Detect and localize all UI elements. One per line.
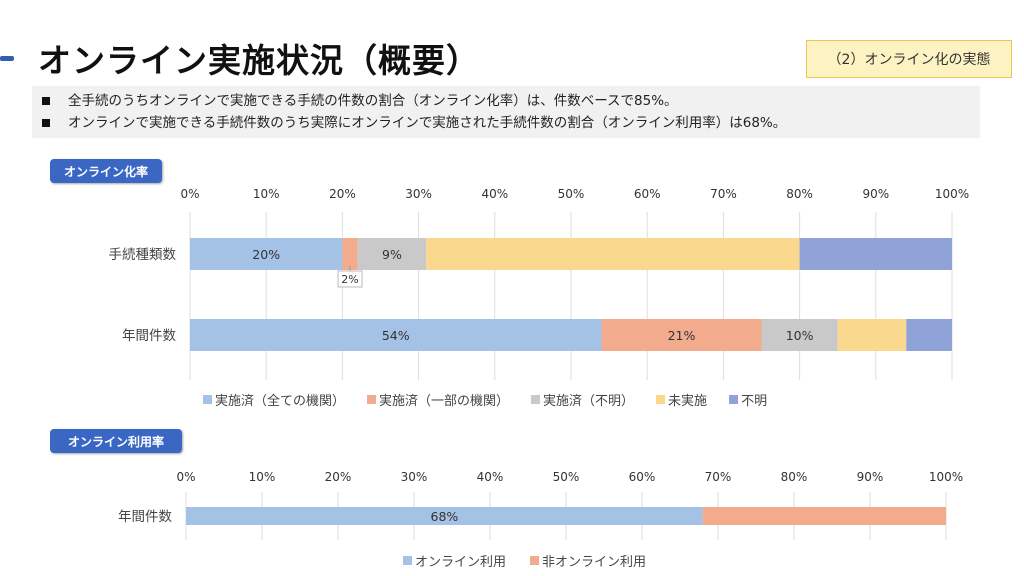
legend-label: 実施済（全ての機関） bbox=[215, 393, 345, 409]
legend-label: 不明 bbox=[741, 394, 767, 409]
x-tick-label: 0% bbox=[176, 470, 195, 484]
bar-segment bbox=[799, 238, 952, 270]
x-tick-label: 80% bbox=[781, 470, 808, 484]
summary-line: オンラインで実施できる手続件数のうち実際にオンラインで実施された手続件数の割合（… bbox=[42, 112, 980, 134]
bar-segment bbox=[906, 319, 952, 351]
legend-swatch bbox=[530, 556, 540, 565]
x-tick-label: 50% bbox=[553, 470, 580, 484]
page-title: オンライン実施状況（概要） bbox=[38, 41, 480, 80]
category-label: 年間件数 bbox=[118, 509, 172, 525]
summary-text: 全手続のうちオンラインで実施できる手続の件数の割合（オンライン化率）は、件数ベー… bbox=[68, 93, 678, 109]
x-tick-label: 90% bbox=[862, 187, 889, 201]
bar-segment bbox=[342, 238, 358, 270]
x-tick-label: 60% bbox=[634, 187, 661, 201]
title-accent-bar bbox=[0, 56, 14, 61]
data-label: 54% bbox=[382, 328, 410, 343]
bar-segment bbox=[837, 319, 907, 351]
x-tick-label: 20% bbox=[325, 470, 352, 484]
x-tick-label: 0% bbox=[180, 187, 199, 201]
data-label: 10% bbox=[786, 328, 814, 343]
data-label: 20% bbox=[252, 247, 280, 262]
data-label: 68% bbox=[431, 509, 459, 524]
x-tick-label: 60% bbox=[629, 470, 656, 484]
legend-swatch bbox=[656, 395, 666, 404]
x-tick-label: 10% bbox=[253, 187, 280, 201]
bar-segment bbox=[601, 319, 762, 351]
legend-swatch bbox=[367, 395, 377, 404]
x-tick-label: 40% bbox=[477, 470, 504, 484]
legend-swatch bbox=[531, 395, 541, 404]
data-label: 9% bbox=[382, 247, 402, 262]
x-tick-label: 80% bbox=[786, 187, 813, 201]
online-usage-chart-label: オンライン利用率 bbox=[50, 429, 182, 453]
summary-line: 全手続のうちオンラインで実施できる手続の件数の割合（オンライン化率）は、件数ベー… bbox=[42, 90, 980, 112]
online-usage-chart: 0% 10% 20% 30% 40% 50% 60% 70% 80% 90% 100% 年間件数 68%… bbox=[118, 470, 963, 570]
category-label: 手続種類数 bbox=[109, 247, 177, 263]
bar-segment bbox=[702, 507, 946, 525]
bar-segment bbox=[186, 507, 703, 525]
x-tick-label: 20% bbox=[329, 187, 356, 201]
bar-segment bbox=[357, 238, 427, 270]
x-tick-label: 30% bbox=[405, 187, 432, 201]
x-tick-label: 30% bbox=[401, 470, 428, 484]
x-tick-label: 70% bbox=[705, 470, 732, 484]
x-tick-label: 100% bbox=[929, 470, 963, 484]
x-tick-label: 50% bbox=[558, 187, 585, 201]
data-label: 2% bbox=[341, 273, 358, 286]
category-label: 年間件数 bbox=[122, 328, 176, 344]
online-rate-chart: 0% 10% 20% 30% 40% 50% 60% 70% 80% 90% 100% 手続種類数 20… bbox=[109, 187, 970, 409]
bar-segment bbox=[761, 319, 838, 351]
legend-label: 非オンライン利用 bbox=[542, 555, 646, 570]
legend-label: 未実施 bbox=[668, 393, 707, 409]
summary-text: オンラインで実施できる手続件数のうち実際にオンラインで実施された手続件数の割合（… bbox=[68, 115, 787, 131]
legend-label: 実施済（一部の機関） bbox=[379, 393, 509, 409]
summary-box: 全手続のうちオンラインで実施できる手続の件数の割合（オンライン化率）は、件数ベー… bbox=[32, 86, 980, 138]
online-rate-chart-label: オンライン化率 bbox=[50, 159, 162, 183]
bar-segment bbox=[190, 319, 602, 351]
legend-swatch bbox=[403, 556, 412, 565]
bar-segment bbox=[426, 238, 800, 270]
x-tick-label: 40% bbox=[481, 187, 508, 201]
x-tick-label: 10% bbox=[249, 470, 276, 484]
square-bullet-icon bbox=[42, 97, 50, 105]
legend-swatch bbox=[729, 395, 739, 404]
legend-label: 実施済（不明） bbox=[543, 393, 634, 409]
legend-label: オンライン利用 bbox=[415, 555, 506, 570]
x-tick-label: 100% bbox=[935, 187, 969, 201]
x-tick-label: 90% bbox=[857, 470, 884, 484]
x-tick-label: 70% bbox=[710, 187, 737, 201]
square-bullet-icon bbox=[42, 119, 50, 127]
legend-swatch bbox=[203, 395, 212, 404]
data-label: 21% bbox=[668, 328, 696, 343]
bar-segment bbox=[190, 238, 343, 270]
data-label-box bbox=[337, 270, 363, 288]
section-tag: （2）オンライン化の実態 bbox=[806, 40, 1012, 78]
